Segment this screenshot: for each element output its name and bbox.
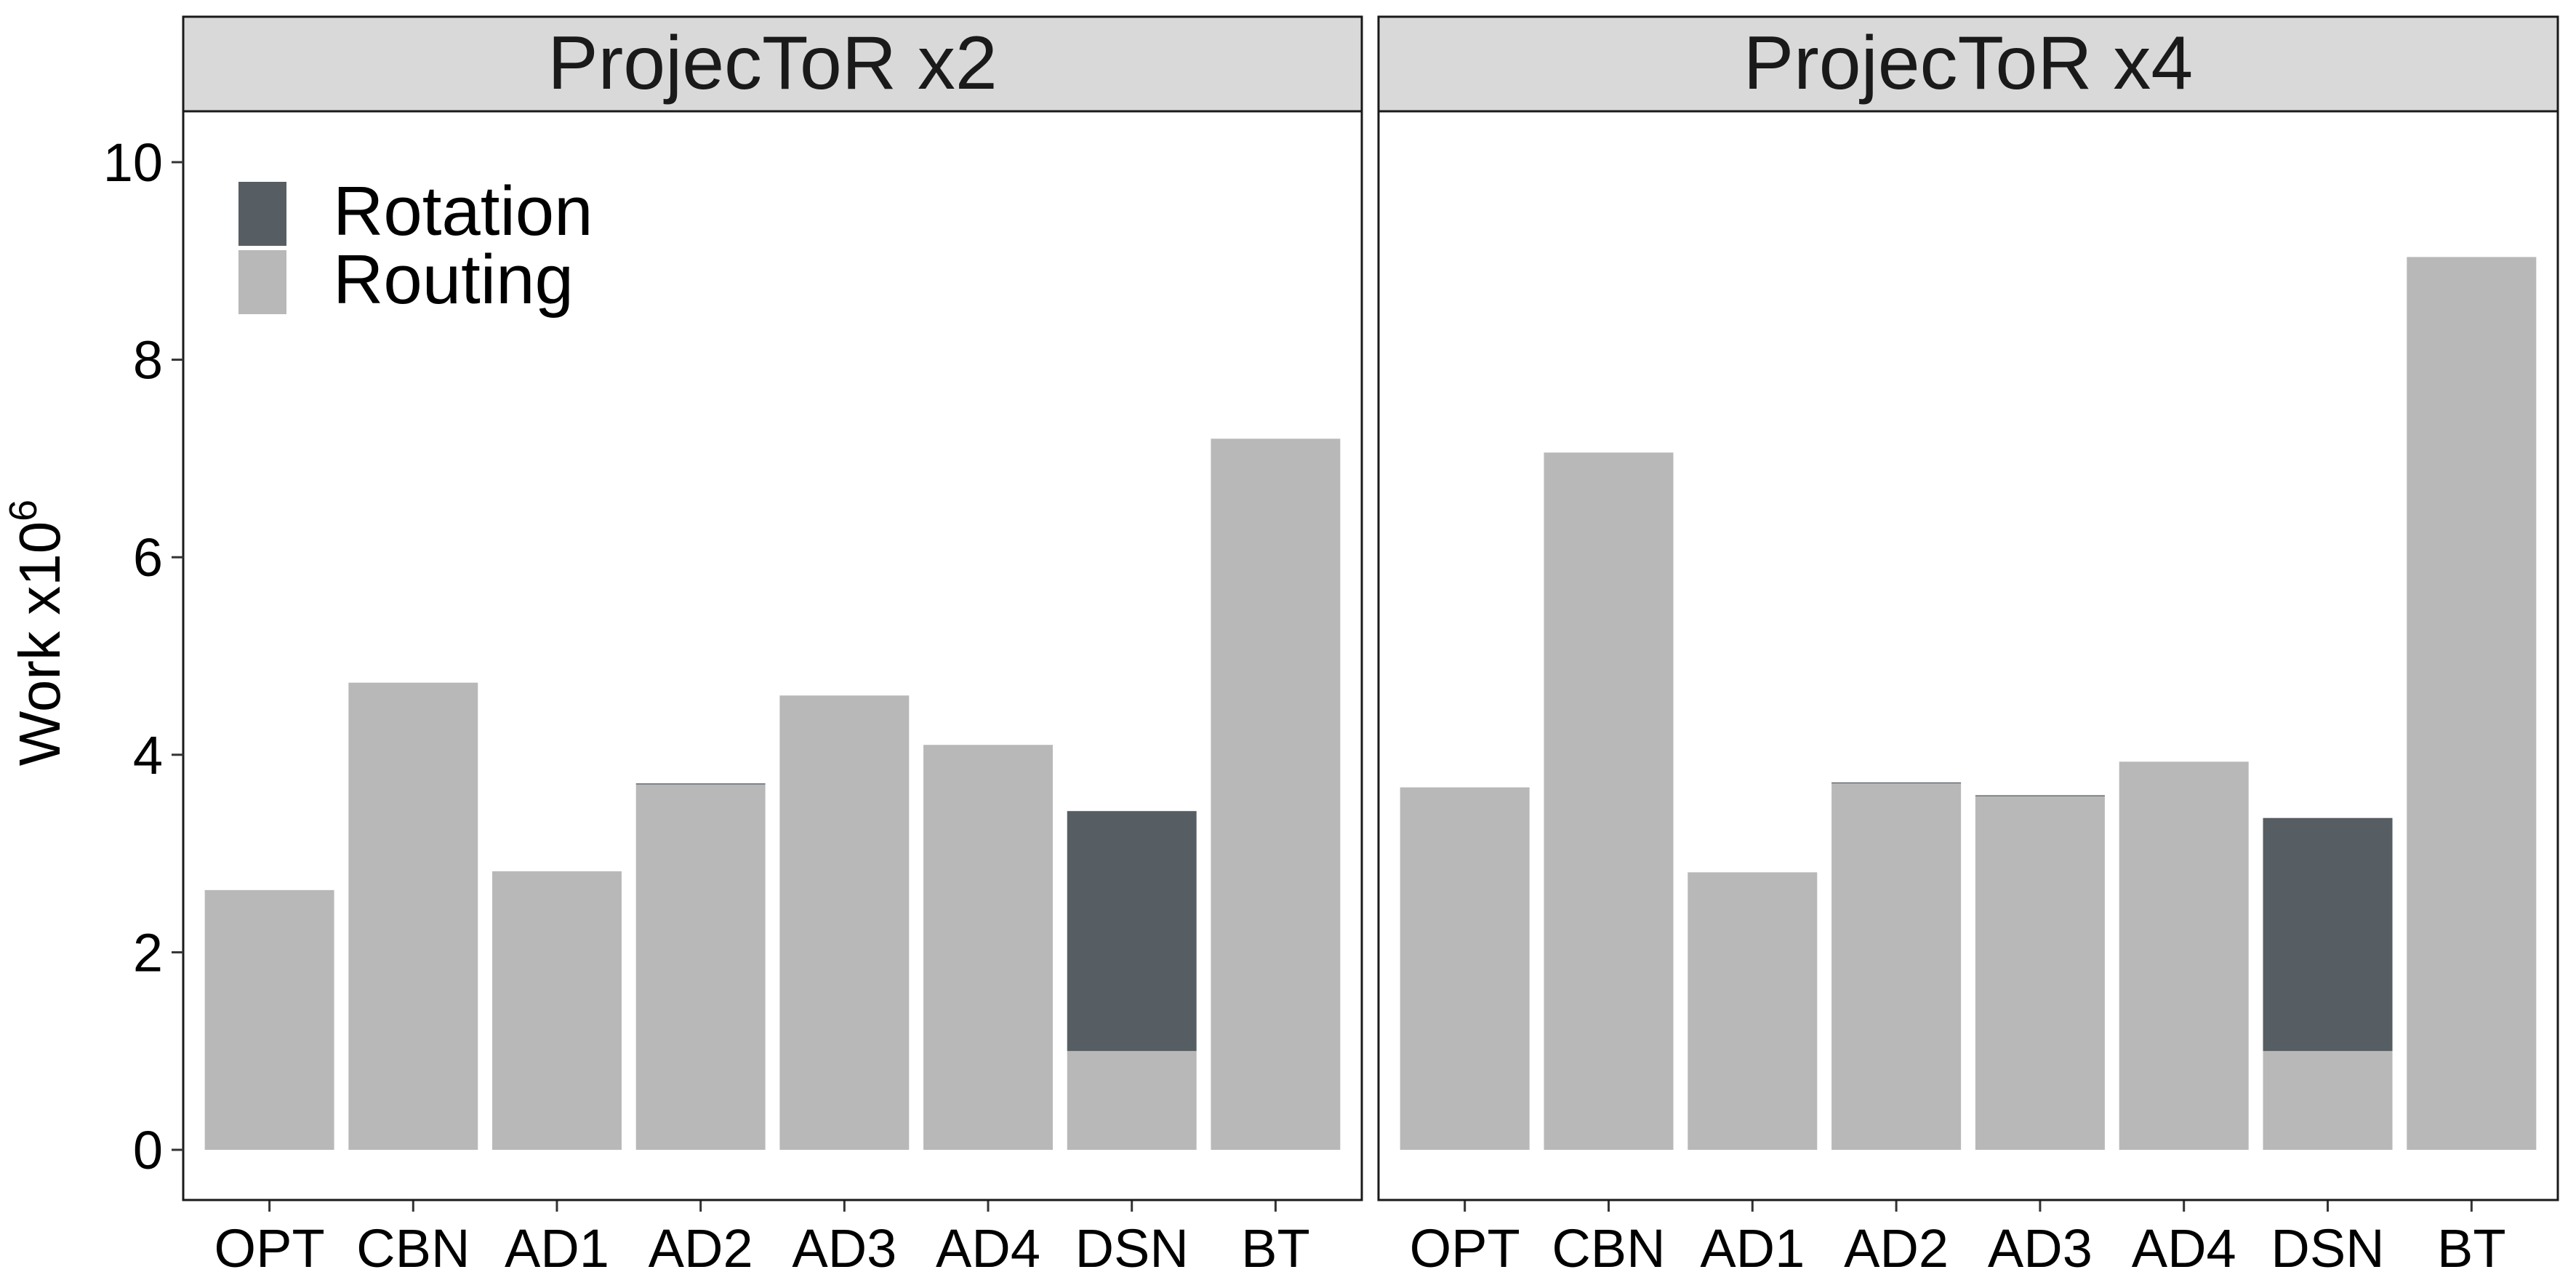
panel-border [182, 110, 1363, 1201]
y-tick-label: 8 [133, 330, 163, 391]
legend-label: Routing [333, 241, 574, 319]
y-axis-label-superscript: 6 [1, 500, 45, 521]
x-tick-label: AD4 [936, 1218, 1040, 1279]
x-tick-label: DSN [1075, 1218, 1189, 1279]
x-tick-label: OPT [214, 1218, 325, 1279]
x-tick-label: BT [1241, 1218, 1310, 1279]
facet-title: ProjecToR x4 [1744, 21, 2193, 105]
x-tick-label: AD3 [792, 1218, 896, 1279]
panel-border [1377, 110, 2559, 1201]
legend-swatch [238, 182, 286, 246]
bar-rotation [2263, 817, 2393, 1052]
bar-routing [1975, 796, 2105, 1150]
x-tick-label: AD2 [1844, 1218, 1949, 1279]
legend-swatch [238, 250, 286, 314]
x-tick-label: BT [2437, 1218, 2506, 1279]
bar-routing [1211, 439, 1341, 1150]
y-tick-label: 10 [103, 132, 163, 193]
facets: ProjecToR x2 OPT CBN AD1 AD2 AD3 AD4 DSN BT 0 2 4 6 8… [103, 15, 2559, 1279]
x-tick-label: AD4 [2132, 1218, 2236, 1279]
bar-routing [779, 695, 910, 1150]
facet-strip [1377, 15, 2559, 113]
bar-routing [2119, 761, 2249, 1150]
bar-routing [204, 889, 334, 1150]
bar-rotation [1975, 795, 2105, 796]
y-tick-label: 0 [133, 1120, 163, 1180]
bar-rotation [635, 783, 766, 785]
facet-title: ProjecToR x2 [547, 21, 997, 105]
bar-routing [635, 784, 766, 1150]
bar-routing [1831, 783, 1962, 1150]
bar-routing [2263, 1051, 2393, 1150]
bar-routing [1067, 1051, 1197, 1150]
legend-label: Rotation [333, 172, 593, 250]
bar-routing [348, 682, 478, 1150]
x-tick-label: AD3 [1988, 1218, 2093, 1279]
bar-rotation [1067, 811, 1197, 1052]
bar-routing [1688, 872, 1818, 1150]
y-tick-label: 4 [133, 725, 163, 785]
x-tick-label: AD1 [1700, 1218, 1805, 1279]
x-tick-label: AD1 [505, 1218, 609, 1279]
bar-routing [923, 745, 1053, 1150]
y-tick-label: 2 [133, 922, 163, 983]
bar-routing [1544, 452, 1674, 1150]
bar-routing [492, 871, 622, 1150]
bar-routing [2407, 257, 2537, 1150]
y-tick-label: 6 [133, 527, 163, 588]
facet-panel: ProjecToR x2 OPT CBN AD1 AD2 AD3 AD4 DSN BT 0 2 4 6 8… [103, 15, 1363, 1279]
x-tick-label: CBN [1552, 1218, 1665, 1279]
x-tick-label: AD2 [649, 1218, 753, 1279]
facet-panel: ProjecToR x4 OPT CBN AD1 AD2 AD3 AD4 DSN BT [1377, 15, 2559, 1279]
y-axis-label: Work x106 [1, 500, 72, 766]
bar-routing [1400, 787, 1530, 1150]
y-axis-label-text: Work x10 [7, 521, 72, 766]
x-tick-label: DSN [2271, 1218, 2384, 1279]
x-tick-label: OPT [1410, 1218, 1520, 1279]
x-tick-label: CBN [356, 1218, 470, 1279]
